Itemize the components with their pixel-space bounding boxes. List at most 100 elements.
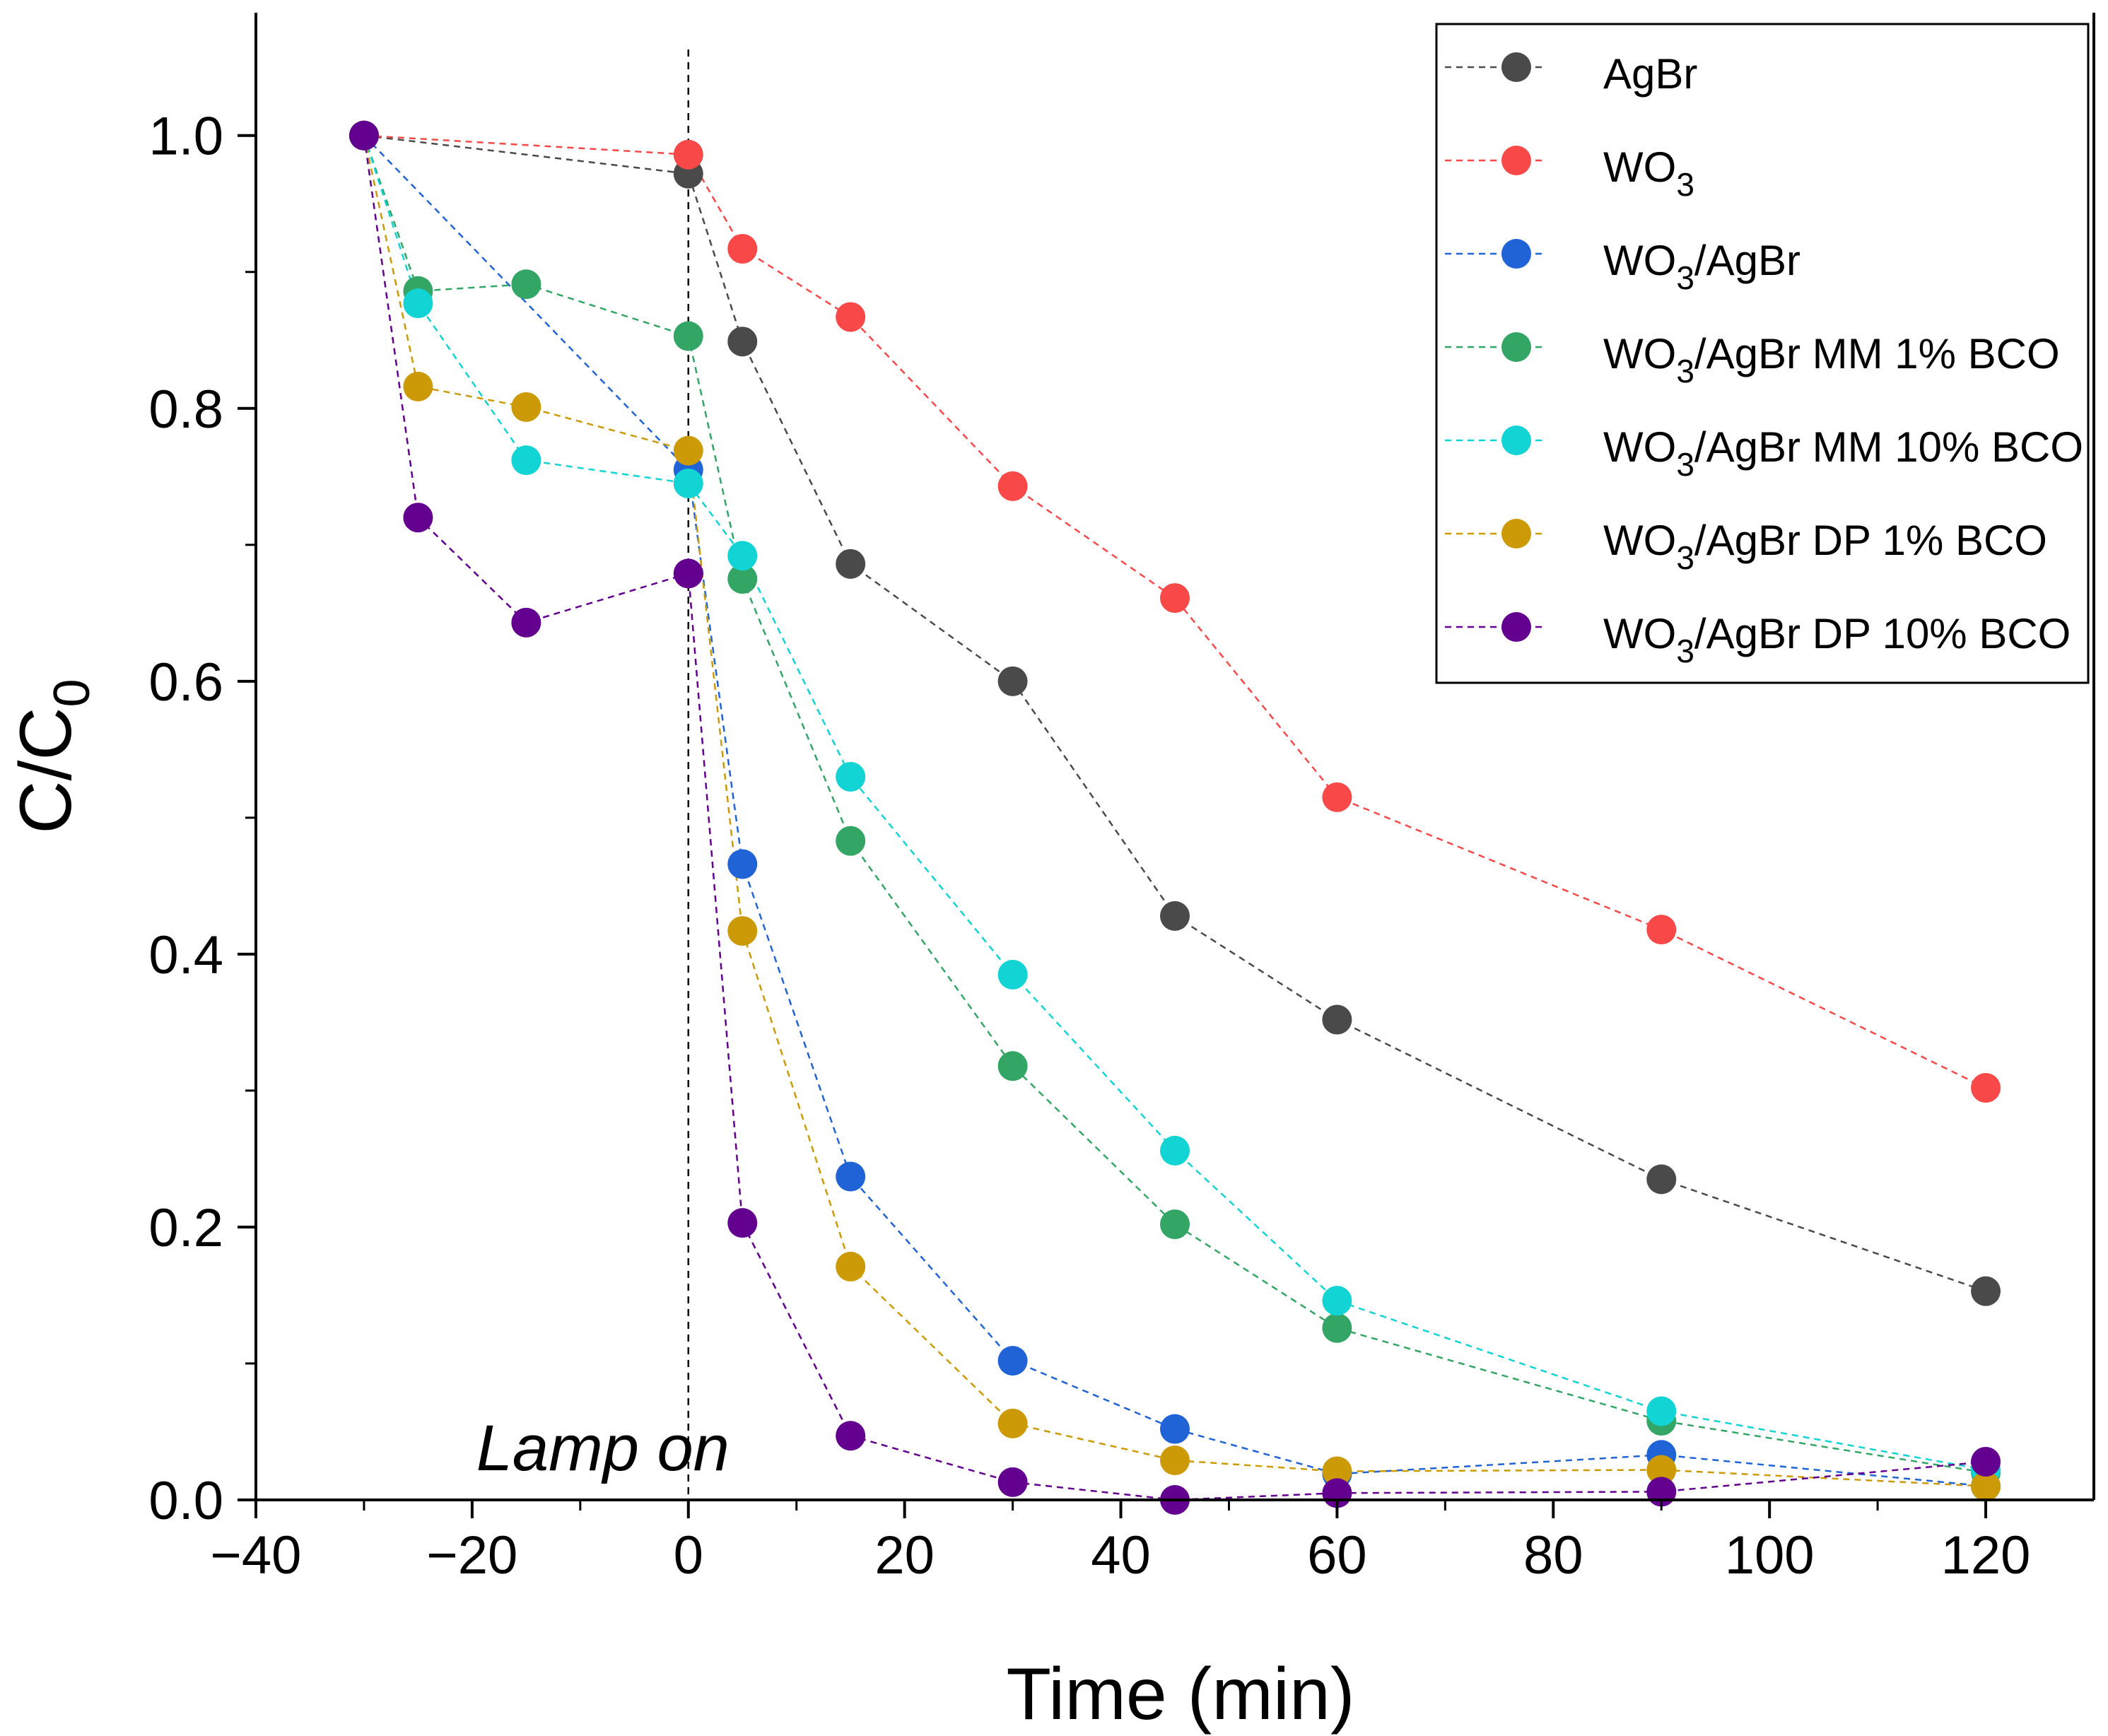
data-point: [349, 120, 379, 151]
data-point: [511, 445, 541, 476]
x-tick-label: 60: [1307, 1525, 1367, 1585]
data-point: [997, 1346, 1028, 1376]
data-point: [1160, 901, 1190, 931]
x-axis-title: Time (min): [1007, 1653, 1355, 1735]
data-point: [403, 503, 433, 533]
data-point: [727, 233, 758, 264]
x-tick-label: 100: [1725, 1525, 1815, 1585]
legend-label-rest: /AgBr MM 1% BCO: [1694, 330, 2060, 377]
legend-label-rest: /AgBr DP 10% BCO: [1694, 610, 2071, 657]
y-tick-label: 0.4: [148, 925, 223, 985]
data-point: [727, 564, 758, 594]
data-point: [836, 1251, 866, 1282]
data-point: [836, 826, 866, 856]
data-point: [727, 916, 758, 946]
legend-label: WO3/AgBr: [1603, 237, 1800, 296]
legend-label: AgBr: [1603, 50, 1697, 98]
data-point: [1322, 782, 1352, 812]
data-point: [836, 1161, 866, 1192]
data-point: [997, 1467, 1028, 1497]
data-point: [727, 327, 758, 357]
series-line-4: [363, 135, 1986, 1471]
data-point: [511, 269, 541, 300]
data-point: [1971, 1446, 2001, 1477]
data-point: [727, 849, 758, 879]
legend-label: WO3: [1603, 143, 1694, 203]
legend-label-main: WO: [1603, 423, 1676, 471]
data-point: [673, 468, 703, 498]
legend-marker: [1501, 426, 1531, 455]
legend-marker: [1501, 239, 1531, 269]
data-point: [673, 321, 703, 351]
data-point: [997, 959, 1028, 990]
data-point: [1322, 1004, 1352, 1035]
data-point: [1646, 915, 1677, 945]
legend-label-sub: 3: [1676, 633, 1694, 669]
lamp-on-label: Lamp on: [476, 1412, 730, 1484]
y-tick-label: 0.0: [148, 1471, 223, 1531]
data-point: [727, 541, 758, 571]
x-tick-label: 20: [874, 1525, 935, 1585]
y-tick-label: 0.8: [148, 380, 223, 440]
legend-label: WO3/AgBr MM 1% BCO: [1603, 330, 2060, 389]
data-point: [836, 302, 866, 332]
data-point: [673, 558, 703, 589]
data-point: [403, 288, 433, 319]
data-point: [997, 1408, 1028, 1438]
x-tick-label: 0: [674, 1525, 703, 1585]
data-point: [1971, 1471, 2001, 1501]
data-point: [727, 1208, 758, 1238]
legend-label: WO3/AgBr DP 1% BCO: [1603, 517, 2047, 576]
legend-label-main: WO: [1603, 610, 1676, 657]
data-point: [1971, 1276, 2001, 1306]
data-point: [1160, 1414, 1190, 1444]
data-point: [673, 435, 703, 466]
legend-label-main: AgBr: [1603, 50, 1697, 98]
data-point: [1646, 1455, 1677, 1485]
legend-marker: [1501, 332, 1531, 362]
data-point: [1160, 583, 1190, 614]
y-axis-title-main: C/C: [5, 707, 87, 833]
legend-label: WO3/AgBr DP 10% BCO: [1603, 610, 2071, 669]
legend-label-main: WO: [1603, 330, 1676, 377]
y-axis-title: C/C0: [5, 679, 100, 833]
data-point: [511, 607, 541, 638]
legend-label-main: WO: [1603, 517, 1676, 564]
data-point: [1322, 1313, 1352, 1343]
x-tick-label: 80: [1523, 1525, 1583, 1585]
data-point: [1160, 1445, 1190, 1476]
legend-label-sub: 3: [1676, 353, 1694, 389]
data-point: [1322, 1456, 1352, 1486]
legend-marker: [1501, 52, 1531, 82]
x-tick-label: 120: [1941, 1525, 2031, 1585]
legend-marker: [1501, 612, 1531, 642]
axes: −40 −20 0 20 40 60 80 100 120 0.0 0.2 0.4 0.6 0.8 1.0 T…: [5, 13, 2095, 1735]
data-point: [1322, 1286, 1352, 1316]
legend-marker: [1501, 146, 1531, 175]
data-point: [1160, 1135, 1190, 1166]
legend-label-rest: /AgBr: [1694, 237, 1800, 284]
data-point: [1646, 1164, 1677, 1195]
legend-label-sub: 3: [1676, 446, 1694, 483]
legend-box: [1435, 23, 2090, 684]
legend-label-sub: 3: [1676, 166, 1694, 203]
y-axis-title-sub: 0: [44, 679, 100, 707]
legend-label-rest: /AgBr DP 1% BCO: [1694, 517, 2047, 564]
data-point: [997, 471, 1028, 501]
y-tick-label: 1.0: [148, 107, 223, 167]
legend-label-main: WO: [1603, 237, 1676, 284]
data-point: [403, 371, 433, 401]
x-tick-label: −20: [426, 1525, 517, 1585]
data-point: [1971, 1073, 2001, 1103]
legend-label: WO3/AgBr MM 10% BCO: [1603, 423, 2083, 483]
data-point: [997, 666, 1028, 696]
data-point: [836, 761, 866, 792]
data-point: [836, 549, 866, 579]
data-point: [511, 392, 541, 422]
x-tick-label: 40: [1091, 1525, 1151, 1585]
data-point: [997, 1051, 1028, 1081]
data-point: [836, 1421, 866, 1451]
x-tick-label: −40: [211, 1525, 302, 1585]
